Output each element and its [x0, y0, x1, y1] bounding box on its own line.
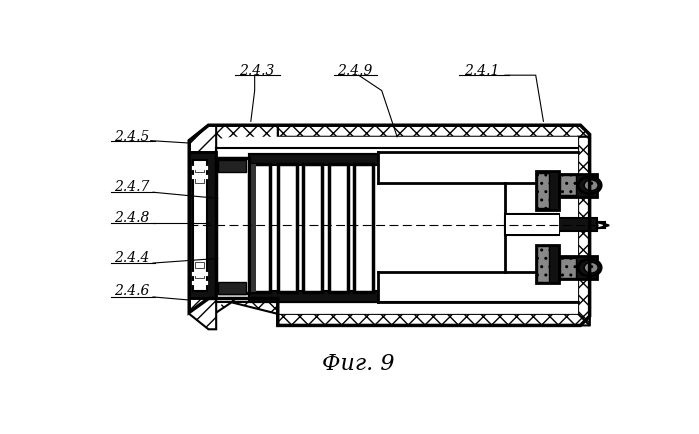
- Bar: [193, 160, 207, 291]
- Text: 2.4.3: 2.4.3: [239, 64, 275, 78]
- Bar: [538, 246, 549, 282]
- Bar: [278, 164, 297, 293]
- Polygon shape: [578, 135, 590, 326]
- Polygon shape: [189, 125, 216, 152]
- Text: 2.4.7: 2.4.7: [114, 180, 149, 194]
- Polygon shape: [505, 214, 598, 234]
- Bar: [194, 166, 204, 172]
- Ellipse shape: [584, 262, 598, 273]
- Polygon shape: [208, 137, 578, 314]
- Bar: [189, 152, 216, 299]
- Text: 2.4.8: 2.4.8: [114, 210, 149, 225]
- Text: 2.4.6: 2.4.6: [114, 284, 149, 298]
- Bar: [249, 155, 378, 165]
- Bar: [251, 164, 270, 293]
- Bar: [303, 164, 322, 293]
- Text: 2.4.1: 2.4.1: [464, 64, 500, 78]
- Bar: [535, 245, 559, 283]
- Text: 2.4.9: 2.4.9: [337, 64, 373, 78]
- Polygon shape: [189, 125, 278, 152]
- Bar: [219, 160, 246, 172]
- Polygon shape: [278, 314, 590, 326]
- Bar: [194, 177, 204, 183]
- Bar: [561, 258, 576, 278]
- Bar: [559, 174, 598, 197]
- Polygon shape: [278, 125, 590, 137]
- Polygon shape: [189, 299, 278, 318]
- Text: 2.4.4: 2.4.4: [114, 251, 149, 265]
- Ellipse shape: [584, 180, 598, 191]
- Bar: [538, 173, 549, 208]
- Bar: [251, 164, 257, 293]
- Polygon shape: [189, 299, 216, 329]
- Bar: [216, 158, 249, 293]
- Bar: [194, 272, 204, 279]
- Bar: [535, 171, 559, 210]
- Text: 2.4.5: 2.4.5: [114, 130, 149, 144]
- Bar: [354, 164, 373, 293]
- Text: Фиг. 9: Фиг. 9: [322, 353, 394, 375]
- Bar: [329, 164, 348, 293]
- Ellipse shape: [578, 259, 601, 276]
- Bar: [559, 256, 598, 279]
- Bar: [507, 215, 559, 234]
- Bar: [194, 262, 204, 268]
- Polygon shape: [598, 222, 609, 228]
- Bar: [505, 222, 605, 228]
- Bar: [219, 282, 246, 294]
- Bar: [249, 291, 378, 302]
- Ellipse shape: [578, 177, 601, 194]
- Bar: [561, 175, 576, 195]
